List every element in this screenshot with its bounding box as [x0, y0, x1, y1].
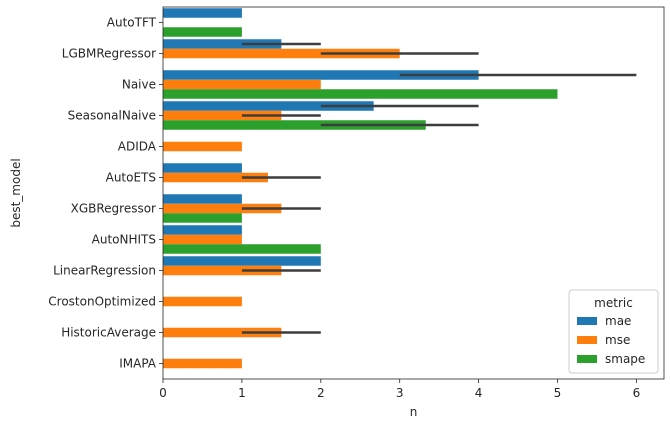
y-tick-label-Naive: Naive — [122, 78, 156, 92]
bar-mse-CrostonOptimized — [163, 296, 242, 307]
y-tick-label-ADIDA: ADIDA — [118, 140, 157, 154]
y-axis-label: best_model — [9, 158, 23, 227]
y-tick-label-HistoricAverage: HistoricAverage — [61, 326, 156, 340]
bar-mse-LinearRegression — [163, 265, 282, 276]
y-tick-label-XGBRegressor: XGBRegressor — [71, 202, 156, 216]
x-tick-label-6: 6 — [633, 386, 641, 400]
bar-smape-AutoNHITS — [163, 244, 321, 254]
bar-mae-AutoETS — [163, 163, 242, 173]
bar-smape-XGBRegressor — [163, 213, 242, 223]
y-tick-label-AutoNHITS: AutoNHITS — [92, 233, 156, 247]
bars-layer — [163, 8, 558, 369]
legend-swatch-mse — [577, 336, 597, 344]
x-tick-label-1: 1 — [238, 386, 246, 400]
y-tick-label-LinearRegression: LinearRegression — [53, 264, 156, 278]
bar-mae-LGBMRegressor — [163, 39, 282, 49]
bar-smape-AutoTFT — [163, 27, 242, 37]
legend-swatch-mae — [577, 317, 597, 325]
bar-mse-LGBMRegressor — [163, 48, 400, 59]
bar-mae-AutoTFT — [163, 8, 242, 18]
legend-label-mse: mse — [605, 333, 630, 347]
bar-mse-ADIDA — [163, 141, 242, 152]
bar-mse-Naive — [163, 79, 321, 90]
bar-mse-SeasonalNaive — [163, 110, 282, 121]
bar-mse-AutoETS — [163, 172, 268, 183]
y-tick-label-AutoTFT: AutoTFT — [107, 16, 157, 30]
bar-mae-LinearRegression — [163, 256, 321, 266]
x-axis: 0 1 2 3 4 5 6 — [159, 379, 640, 400]
bar-mse-HistoricAverage — [163, 327, 282, 338]
bar-mae-AutoNHITS — [163, 225, 242, 235]
bar-smape-SeasonalNaive — [163, 120, 426, 130]
y-tick-label-AutoETS: AutoETS — [106, 171, 156, 185]
bar-mse-IMAPA — [163, 358, 242, 369]
y-tick-label-LGBMRegressor: LGBMRegressor — [62, 47, 156, 61]
x-tick-label-5: 5 — [554, 386, 562, 400]
bar-mse-XGBRegressor — [163, 203, 282, 214]
bar-smape-Naive — [163, 89, 558, 99]
y-tick-label-SeasonalNaive: SeasonalNaive — [68, 109, 156, 123]
x-tick-label-2: 2 — [317, 386, 325, 400]
plot-frame — [162, 6, 665, 380]
x-tick-label-3: 3 — [396, 386, 404, 400]
y-axis: AutoTFT LGBMRegressor Naive SeasonalNaive AD… — [48, 16, 163, 371]
legend: metric mae mse smape — [568, 289, 659, 374]
x-tick-label-4: 4 — [475, 386, 483, 400]
legend-box — [568, 289, 659, 374]
bar-mse-AutoNHITS — [163, 234, 242, 245]
y-tick-label-IMAPA: IMAPA — [119, 357, 157, 371]
bar-mae-Naive — [163, 70, 479, 80]
legend-swatch-smape — [577, 355, 597, 363]
bar-mae-XGBRegressor — [163, 194, 242, 204]
y-tick-label-CrostonOptimized: CrostonOptimized — [48, 295, 156, 309]
x-tick-label-0: 0 — [159, 386, 167, 400]
legend-items: mae mse smape — [577, 314, 645, 366]
x-axis-label: n — [410, 405, 418, 419]
legend-label-smape: smape — [605, 352, 645, 366]
legend-label-mae: mae — [605, 314, 631, 328]
bar-mae-SeasonalNaive — [163, 101, 374, 111]
error-bars-layer — [241, 42, 637, 334]
legend-title: metric — [594, 296, 633, 310]
